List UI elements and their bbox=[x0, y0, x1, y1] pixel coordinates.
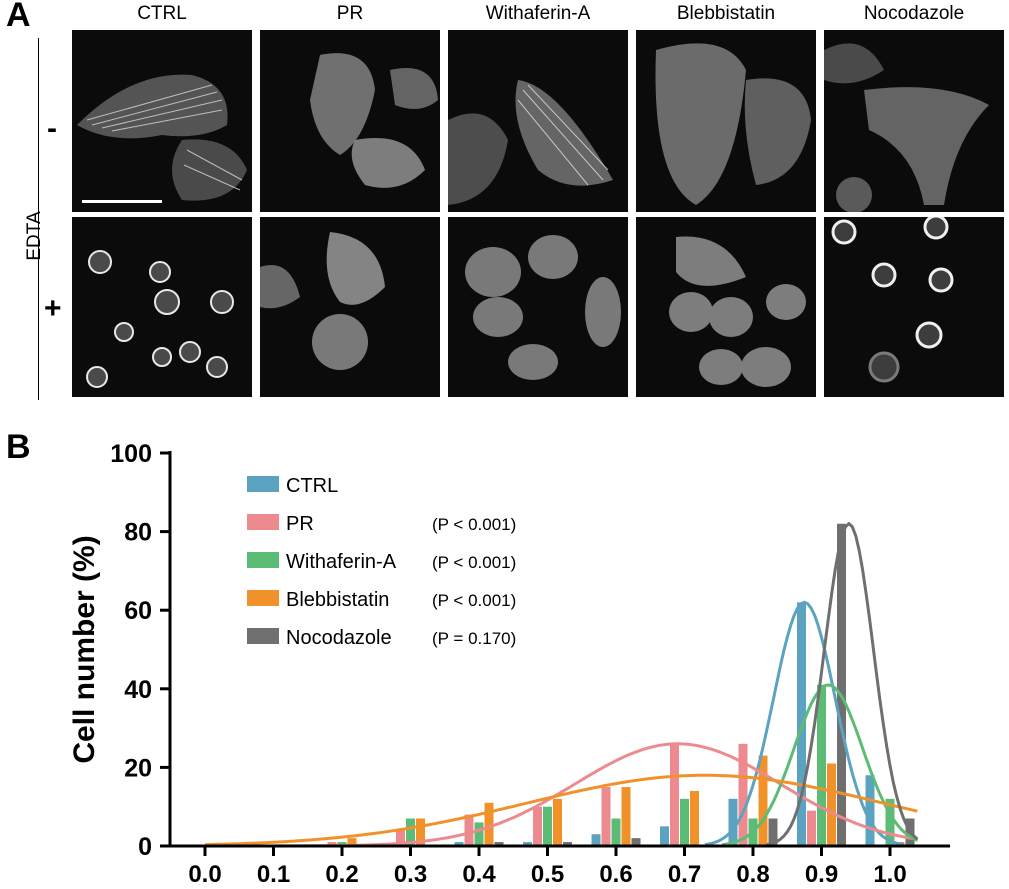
bar-blebbistatin-0.8 bbox=[758, 755, 768, 846]
bar-ctrl-0.8 bbox=[728, 798, 738, 846]
micrograph-blebbistatin-plus bbox=[636, 217, 816, 397]
fit-curve-nocodazole bbox=[766, 521, 919, 847]
bar-blebbistatin-0.7 bbox=[690, 790, 699, 846]
bar-pr-0.6 bbox=[601, 787, 611, 846]
column-label-nocodazole: Nocodazole bbox=[863, 3, 965, 24]
bar-nocodazole-0.4 bbox=[494, 842, 504, 846]
bar-pr-0.7 bbox=[670, 743, 679, 846]
x-tick-label-1.0: 1.0 bbox=[873, 861, 906, 888]
bar-pr-0.3 bbox=[396, 830, 405, 846]
legend-pvalue-pr: (P < 0.001) bbox=[432, 515, 516, 534]
bar-nocodazole-0.6 bbox=[631, 838, 641, 846]
x-tick-label-0.3: 0.3 bbox=[394, 861, 427, 888]
x-tick-label-0.6: 0.6 bbox=[599, 861, 632, 888]
panel-a-letter: A bbox=[6, 0, 31, 34]
bar-blebbistatin-0.6 bbox=[621, 787, 631, 846]
bar-withaferin-a-0.3 bbox=[406, 818, 415, 846]
legend-swatch-pr bbox=[247, 514, 279, 530]
legend-label-ctrl: CTRL bbox=[286, 475, 338, 497]
column-label-blebbistatin: Blebbistatin bbox=[676, 3, 776, 24]
y-axis-label: Cell number (%) bbox=[68, 535, 101, 763]
micrograph-ctrl-minus bbox=[72, 30, 252, 212]
x-tick-label-0.0: 0.0 bbox=[188, 861, 221, 888]
edta-axis-label: EDTA bbox=[24, 211, 45, 261]
bar-withaferin-a-0.7 bbox=[680, 798, 689, 846]
micrograph-withaferin-plus bbox=[448, 217, 628, 397]
x-tick-label-0.4: 0.4 bbox=[462, 861, 496, 888]
legend-label-pr: PR bbox=[286, 513, 314, 535]
bar-pr-0.4 bbox=[464, 814, 474, 846]
micrograph-nocodazole-plus bbox=[824, 217, 1004, 397]
fit-curve-blebbistatin bbox=[205, 773, 918, 847]
row-label-plus: + bbox=[44, 292, 62, 325]
micrograph-ctrl-plus bbox=[72, 217, 252, 397]
axes-layer: 0 20 40 60 80 100 0.0 0.1 0.2 0.3 0.4 0.5 0.6 0.7 0.8 0… bbox=[68, 440, 950, 888]
x-tick-label-0.5: 0.5 bbox=[531, 861, 564, 888]
bars-layer bbox=[327, 523, 915, 846]
panel-b-letter: B bbox=[6, 428, 31, 466]
bar-blebbistatin-0.3 bbox=[416, 818, 425, 846]
micrograph-nocodazole-minus bbox=[824, 30, 1004, 212]
x-tick-label-0.2: 0.2 bbox=[325, 861, 358, 888]
legend-swatch-ctrl bbox=[247, 476, 279, 492]
micrograph-withaferin-minus bbox=[448, 30, 628, 212]
legend: CTRL PR (P < 0.001) Withaferin-A (P < 0.001)… bbox=[247, 475, 516, 649]
bar-blebbistatin-0.2 bbox=[347, 838, 357, 846]
bar-pr-0.2 bbox=[327, 842, 337, 846]
y-tick-label-60: 60 bbox=[124, 597, 152, 625]
x-tick-label-0.8: 0.8 bbox=[736, 861, 769, 888]
bar-nocodazole-0.5 bbox=[563, 842, 572, 846]
bar-nocodazole-0.9 bbox=[837, 523, 846, 846]
legend-label-nocodazole: Nocodazole bbox=[286, 627, 392, 649]
bar-withaferin-a-0.6 bbox=[611, 818, 621, 846]
micrograph-pr-minus bbox=[260, 30, 440, 212]
y-tick-label-80: 80 bbox=[124, 519, 152, 547]
fit-curve-ctrl bbox=[704, 600, 904, 847]
bar-pr-0.8 bbox=[738, 743, 748, 846]
micrograph-blebbistatin-minus bbox=[636, 30, 816, 212]
y-tick-label-40: 40 bbox=[124, 676, 152, 704]
column-label-ctrl: CTRL bbox=[137, 3, 187, 24]
row-label-minus: - bbox=[47, 112, 57, 145]
legend-swatch-nocodazole bbox=[247, 628, 279, 644]
bar-withaferin-a-0.4 bbox=[474, 822, 484, 846]
y-tick-label-20: 20 bbox=[124, 754, 152, 782]
legend-swatch-blebbistatin bbox=[247, 590, 279, 606]
bar-nocodazole-0.8 bbox=[768, 818, 778, 846]
column-label-pr: PR bbox=[336, 3, 364, 24]
bar-withaferin-a-0.9 bbox=[817, 684, 826, 846]
legend-pvalue-withaferin-a: (P < 0.001) bbox=[432, 553, 516, 572]
legend-pvalue-nocodazole: (P = 0.170) bbox=[432, 629, 516, 648]
micrograph-pr-plus bbox=[260, 217, 440, 397]
bar-pr-0.5 bbox=[533, 806, 542, 846]
bar-withaferin-a-1.0 bbox=[885, 798, 895, 846]
bar-blebbistatin-0.9 bbox=[827, 763, 836, 846]
bar-ctrl-0.5 bbox=[523, 842, 532, 846]
x-tick-label-0.1: 0.1 bbox=[257, 861, 290, 888]
x-tick-label-0.9: 0.9 bbox=[805, 861, 838, 888]
legend-swatch-withaferin-a bbox=[247, 552, 279, 568]
bar-withaferin-a-0.5 bbox=[543, 806, 552, 846]
x-tick-label-0.7: 0.7 bbox=[668, 861, 701, 888]
y-tick-label-100: 100 bbox=[110, 440, 152, 468]
bar-blebbistatin-0.5 bbox=[553, 798, 562, 846]
legend-pvalue-blebbistatin: (P < 0.001) bbox=[432, 591, 516, 610]
row-axis-line bbox=[38, 38, 39, 400]
bar-ctrl-0.6 bbox=[591, 834, 601, 846]
bar-ctrl-0.4 bbox=[454, 842, 464, 846]
legend-label-withaferin-a: Withaferin-A bbox=[286, 551, 397, 573]
column-label-withaferin: Withaferin-A bbox=[485, 3, 591, 24]
bar-pr-0.9 bbox=[807, 810, 816, 846]
bar-blebbistatin-0.4 bbox=[484, 802, 494, 846]
legend-label-blebbistatin: Blebbistatin bbox=[286, 589, 389, 611]
histogram-chart: 0 20 40 60 80 100 0.0 0.1 0.2 0.3 0.4 0.5 0.6 0.7 0.8 0… bbox=[68, 440, 950, 888]
y-tick-label-0: 0 bbox=[138, 833, 152, 861]
bar-ctrl-0.7 bbox=[660, 826, 669, 846]
bar-ctrl-1.0 bbox=[865, 775, 875, 846]
